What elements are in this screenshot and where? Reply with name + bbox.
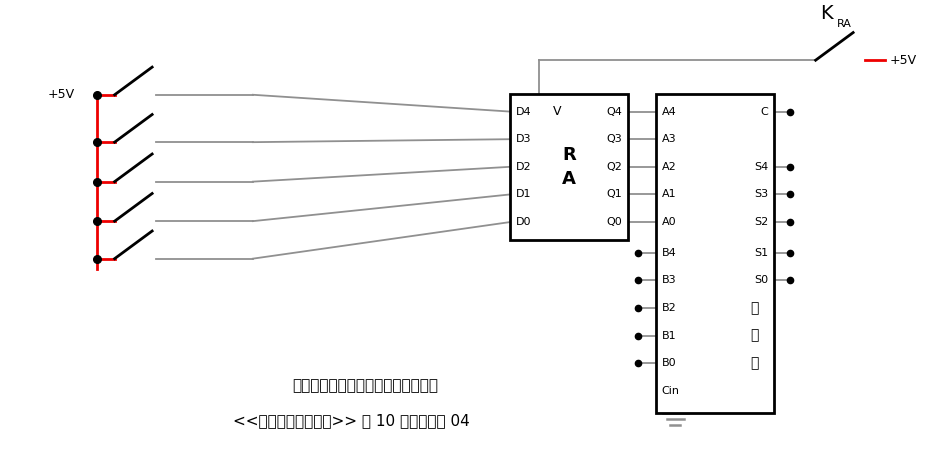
Text: Q2: Q2	[606, 162, 623, 172]
Text: Cin: Cin	[661, 386, 679, 396]
Bar	[510, 94, 628, 240]
Text: S1: S1	[754, 248, 769, 258]
Text: C: C	[760, 107, 769, 116]
Text: K: K	[821, 4, 833, 23]
Text: Q1: Q1	[606, 190, 623, 199]
Text: B3: B3	[661, 275, 677, 285]
Text: A2: A2	[661, 162, 677, 172]
Text: S4: S4	[754, 162, 769, 172]
Text: A3: A3	[661, 134, 677, 144]
Text: D2: D2	[515, 162, 531, 172]
Text: D0: D0	[515, 217, 531, 227]
Text: Q3: Q3	[606, 134, 623, 144]
Text: B2: B2	[661, 303, 677, 313]
Text: B1: B1	[661, 331, 677, 341]
Text: D3: D3	[515, 134, 531, 144]
Text: S2: S2	[754, 217, 769, 227]
Text: +5V: +5V	[47, 88, 75, 101]
Text: Q0: Q0	[606, 217, 623, 227]
Text: B0: B0	[661, 358, 677, 368]
Text: 法: 法	[751, 329, 758, 343]
Text: Q4: Q4	[606, 107, 623, 116]
Text: RA: RA	[837, 19, 852, 28]
Text: D4: D4	[515, 107, 531, 116]
Text: S0: S0	[754, 275, 769, 285]
Text: V: V	[552, 105, 561, 118]
Text: B4: B4	[661, 248, 677, 258]
Text: S3: S3	[754, 190, 769, 199]
Text: A0: A0	[661, 217, 677, 227]
Text: +5V: +5V	[889, 54, 917, 67]
Text: A4: A4	[661, 107, 677, 116]
Text: 器: 器	[751, 356, 758, 370]
Text: <<穿越计算机的迷雾>> 第 10 章示例电路 04: <<穿越计算机的迷雾>> 第 10 章示例电路 04	[233, 413, 470, 428]
Text: R: R	[562, 146, 576, 164]
Text: A1: A1	[661, 190, 677, 199]
Bar	[656, 94, 774, 413]
Text: D1: D1	[515, 190, 531, 199]
Text: 加: 加	[751, 301, 758, 315]
Text: A: A	[562, 170, 576, 188]
Text: 数字先到达寄存器，再提供给加法器: 数字先到达寄存器，再提供给加法器	[292, 378, 438, 393]
